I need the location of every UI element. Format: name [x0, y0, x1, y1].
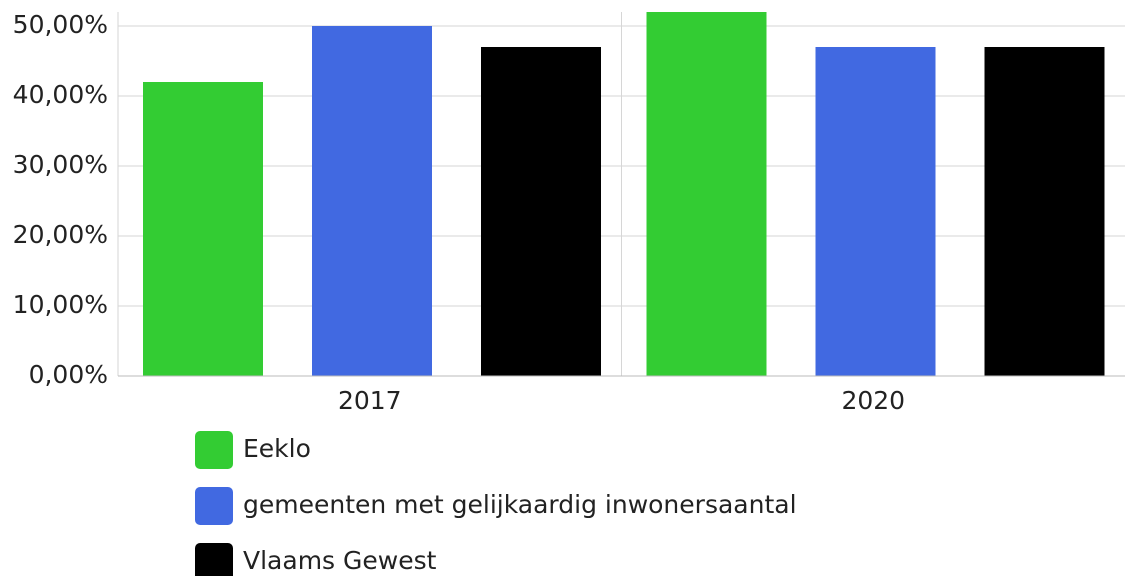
y-tick-label: 30,00% [13, 150, 108, 179]
bar [984, 47, 1105, 376]
legend-label: gemeenten met gelijkaardig inwonersaanta… [243, 490, 797, 519]
legend-label: Eeklo [243, 434, 311, 463]
y-tick-label: 0,00% [29, 360, 108, 389]
bar [815, 47, 936, 376]
y-tick-label: 50,00% [13, 10, 108, 39]
x-tick-label: 2017 [338, 386, 402, 415]
x-tick-label: 2020 [841, 386, 905, 415]
y-tick-label: 10,00% [13, 290, 108, 319]
y-tick-label: 40,00% [13, 80, 108, 109]
bar [646, 12, 767, 376]
legend-swatch [195, 487, 233, 525]
bar [481, 47, 601, 376]
bar [143, 82, 263, 376]
legend-swatch [195, 431, 233, 469]
bar [312, 26, 432, 376]
legend-label: Vlaams Gewest [243, 546, 437, 575]
y-tick-label: 20,00% [13, 220, 108, 249]
legend-swatch [195, 543, 233, 576]
